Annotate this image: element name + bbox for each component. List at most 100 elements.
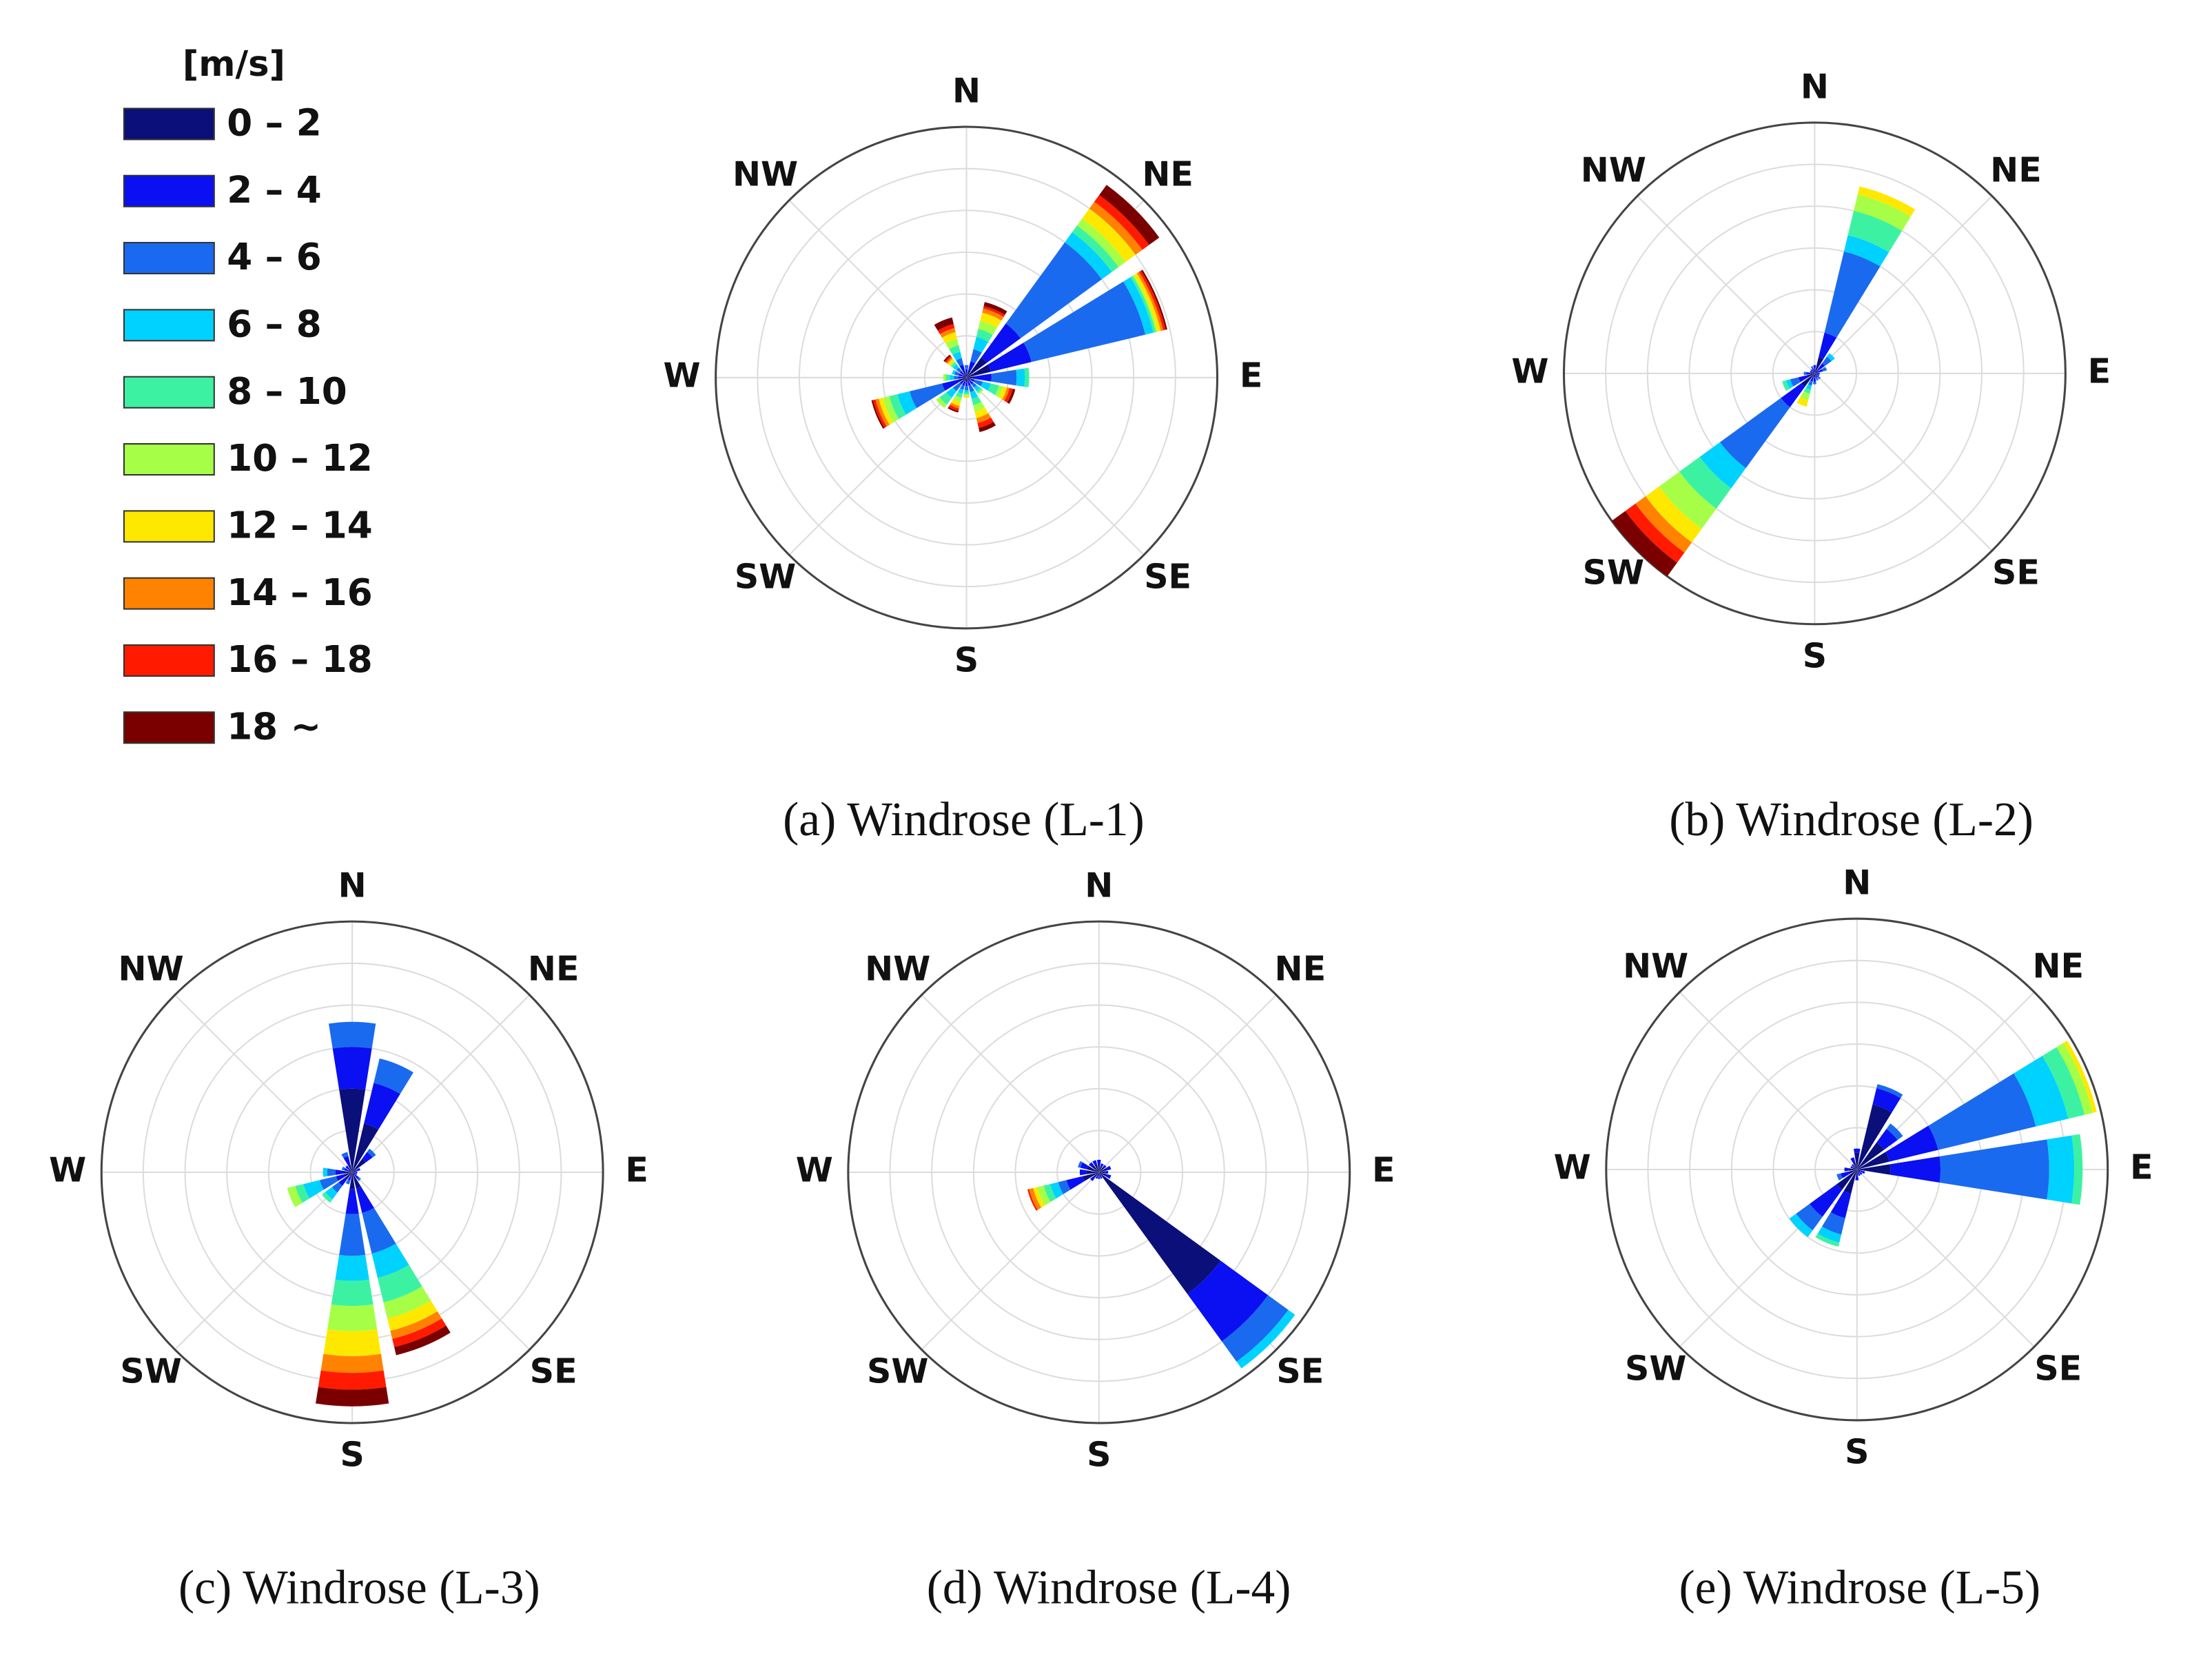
wedge-segment [1072,225,1119,272]
wedge-segment [1847,210,1903,252]
wedge-segment [1817,1226,1842,1243]
wedge-segment [952,351,962,361]
wedge-segment [362,1152,373,1163]
wedge-segment [965,381,968,387]
wedge-segment [952,364,959,371]
wedge-segment [999,386,1007,400]
wedge-segment [1089,1162,1094,1167]
grid-spoke [1814,373,1993,551]
wedge-segment [965,377,967,382]
wedge-segment [352,1158,366,1173]
wedge-segment [1856,1104,1892,1169]
wedge-segment [942,331,957,344]
wedge-segment [953,395,962,402]
wedge-segment [949,345,961,355]
wedge-segment [1659,471,1717,529]
wedge-segment [1130,276,1156,333]
legend-swatch [123,174,215,207]
wedge-segment [1885,1125,1938,1162]
wedge-segment [1123,277,1154,335]
wedge-segment [1136,272,1164,331]
wedge-segment [354,1172,358,1175]
wedge-segment [983,302,1007,315]
wedge-segment [977,417,994,429]
wedge-segment [946,357,953,364]
wedge-segment [367,1148,376,1158]
wedge-segment [345,1165,350,1170]
wedge-segment [1824,251,1881,338]
wedge-segment [1786,379,1794,389]
wedge-segment [889,394,906,420]
wedge-segment [1098,1167,1105,1173]
wedge-segment [1856,1142,1885,1169]
wedge-segment [1796,1203,1823,1231]
wedge-segment [1065,232,1112,280]
wedge-segment [1939,1139,2049,1200]
wedge-segment [1105,1170,1109,1174]
wedge-segment [942,379,960,391]
wedge-segment [951,398,961,407]
wedge-segment [964,385,969,391]
wedge-segment [1803,387,1811,394]
legend-swatch [123,443,215,476]
wedge-segment [951,362,957,368]
legend-swatch [123,644,215,677]
wedge-segment [1817,376,1821,380]
wedge-segment [344,1172,353,1177]
wedge-segment [964,377,967,382]
wedge-segment [347,1176,351,1181]
wedge-segment [1856,1169,1858,1176]
wedge-segment [967,381,971,386]
wedge-segment [319,1176,338,1190]
wedge-segment [352,1169,357,1173]
wedge-segment [1781,383,1805,407]
wedge-segment [966,357,987,378]
wedge-segment [345,1179,351,1185]
wedge-segment [1810,369,1814,372]
wedge-segment [1098,1172,1100,1177]
wedge-segment [1043,1184,1056,1203]
compass-label: S [340,1435,364,1475]
wedge-segment [960,385,965,390]
compass-label: S [954,640,979,679]
wedge-segment [950,360,956,367]
wedge-segment [339,1213,366,1256]
wedge-segment [1806,371,1811,375]
wedge-segment [1815,375,1818,378]
wedge-segment [1813,371,1815,374]
wedge-segment [950,375,954,380]
grid-spoke [1637,195,1816,374]
wedge-segment [952,382,962,391]
wedge-segment [1094,194,1149,250]
compass-label: SW [120,1351,181,1391]
wedge-segment [971,396,982,406]
wedge-segment [1092,1160,1097,1165]
wedge-segment [1187,1260,1269,1342]
compass-label: W [1554,1147,1591,1187]
wedge-segment [963,392,970,395]
wedge-segment [341,1166,345,1171]
wedge-segment [1098,1171,1106,1174]
wedge-segment [966,364,991,378]
wedge-segment [976,387,983,394]
compass-label: N [1843,862,1871,902]
wedge-segment [1812,371,1815,374]
wedge-segment [387,1300,438,1331]
legend-swatch [123,376,215,409]
wedge-segment [344,1171,353,1174]
grid-spoke [1814,195,1993,374]
wedge-segment [959,380,965,385]
wedge-segment [973,336,989,353]
wedge-segment [897,391,917,415]
outer-ring [100,920,604,1424]
wedge-segment [2056,1043,2093,1115]
wedge-segment [1023,281,1146,362]
wedge-segment [354,1171,358,1174]
wedge-segment [1806,373,1815,378]
grid-spoke [1098,994,1277,1173]
wedge-segment [1098,1165,1103,1173]
wedge-segment [1037,1185,1051,1206]
wedge-segment [1853,1166,1857,1169]
wedge-segment [1801,373,1815,387]
